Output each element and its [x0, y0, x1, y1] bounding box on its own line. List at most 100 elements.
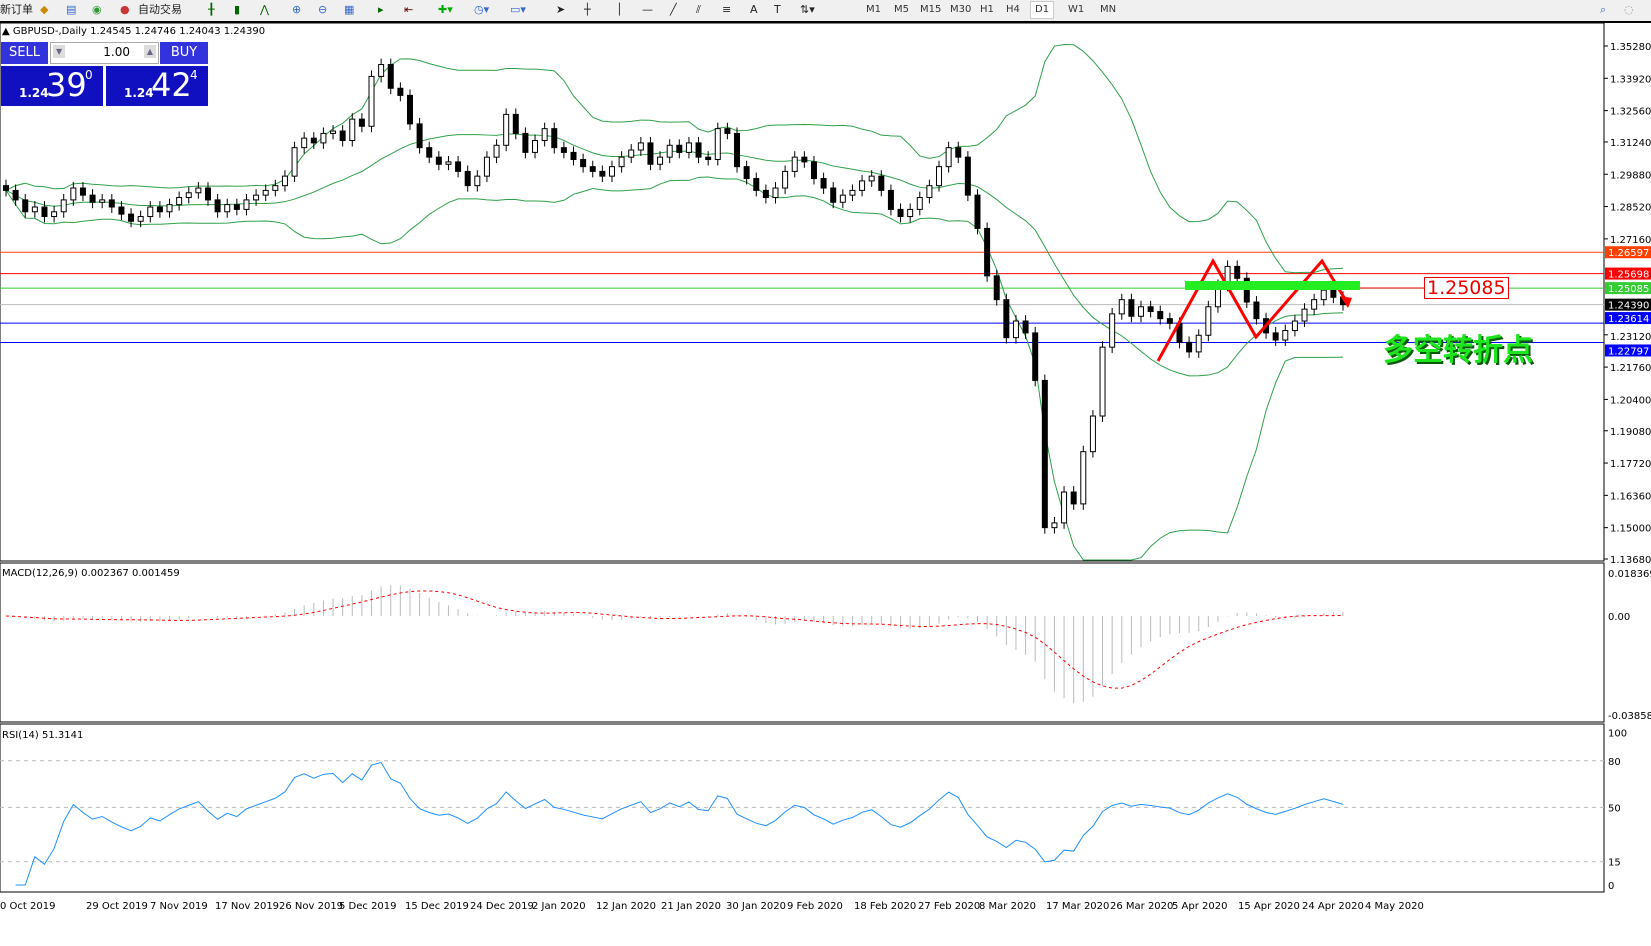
- candle-body: [1003, 299, 1010, 339]
- candle-body: [1330, 289, 1337, 298]
- timeframe-h1[interactable]: H1: [980, 4, 994, 15]
- candle-body: [1070, 491, 1077, 505]
- tile-icon[interactable]: ▦: [344, 3, 355, 16]
- candle-body: [1282, 330, 1289, 341]
- timeframe-m1[interactable]: M1: [866, 4, 881, 15]
- candle-body: [1186, 341, 1193, 353]
- candle-body: [51, 211, 58, 218]
- timeframe-w1[interactable]: W1: [1068, 4, 1085, 15]
- candle-body: [955, 147, 962, 158]
- candle-body: [666, 144, 673, 158]
- candle-body: [70, 187, 77, 201]
- ask-price[interactable]: 1.24 42 4: [106, 66, 208, 106]
- search-icon[interactable]: ⌕: [1600, 3, 1607, 16]
- candle-body: [570, 151, 577, 161]
- candle-body: [1061, 491, 1068, 524]
- date-label: 27 Feb 2020: [918, 901, 980, 912]
- rsi-axis-label: 80: [1608, 757, 1621, 768]
- timeframe-mn[interactable]: MN: [1100, 4, 1117, 15]
- date-label: 17 Mar 2020: [1046, 901, 1109, 912]
- volume-up-icon[interactable]: ▲: [143, 45, 156, 58]
- macd-signal-line: [5, 590, 1344, 689]
- chart-shift-icon[interactable]: ⇤: [404, 3, 414, 16]
- candle-body: [532, 140, 539, 153]
- price-tag: [1605, 267, 1651, 280]
- bar-chart-icon[interactable]: ╂: [208, 3, 215, 16]
- signal-icon[interactable]: ◉: [92, 3, 102, 16]
- timeframe-h4[interactable]: H4: [1006, 4, 1020, 15]
- candle-body: [878, 175, 885, 191]
- candle-body: [734, 132, 741, 168]
- volume-field[interactable]: ▼ 1.00 ▲: [50, 42, 159, 64]
- timeframe-m5[interactable]: M5: [894, 4, 909, 15]
- candle-body: [1157, 311, 1164, 320]
- history-icon[interactable]: ◆: [40, 3, 49, 16]
- candle-body: [897, 208, 904, 218]
- candle-body: [522, 132, 529, 153]
- candle-body: [926, 185, 933, 199]
- turning-point-annotation[interactable]: 多空转折点: [1383, 333, 1533, 368]
- candle-body: [1022, 320, 1029, 334]
- candle-body: [1272, 332, 1279, 341]
- buy-button[interactable]: BUY: [160, 42, 208, 64]
- vline-icon[interactable]: │: [616, 3, 623, 16]
- candle-body: [1301, 308, 1308, 322]
- chart-info: ▲ GBPUSD-,Daily 1.24545 1.24746 1.24043 …: [2, 26, 266, 37]
- candle-body: [1051, 522, 1058, 529]
- candle-body: [483, 156, 490, 177]
- candle-body: [426, 147, 433, 158]
- date-label: 5 Apr 2020: [1172, 901, 1227, 912]
- new-order-button[interactable]: 新订单: [0, 3, 33, 16]
- indicators-icon[interactable]: ✚▾: [438, 3, 453, 16]
- autoscroll-icon[interactable]: ▸: [378, 3, 384, 16]
- candle-body: [1253, 301, 1260, 320]
- cursor-icon[interactable]: ➤: [556, 3, 566, 16]
- level-annotation-label[interactable]: 1.25085: [1424, 277, 1509, 299]
- candle-body: [993, 275, 1000, 301]
- price-tag-label: 1.24390: [1608, 301, 1649, 312]
- bid-price[interactable]: 1.24 39 0: [1, 66, 103, 106]
- candle-body: [608, 166, 615, 177]
- price-label: 1.13680: [1610, 555, 1651, 566]
- crosshair-icon[interactable]: ┼: [584, 3, 591, 16]
- hline-icon[interactable]: —: [642, 3, 653, 16]
- trendline-icon[interactable]: ╱: [670, 3, 677, 16]
- auto-trading-button[interactable]: 自动交易: [138, 3, 182, 16]
- templates-icon[interactable]: ▭▾: [510, 3, 526, 16]
- candle-body: [541, 128, 548, 142]
- candle-body: [41, 206, 48, 218]
- price-tag-label: 1.25085: [1608, 284, 1649, 295]
- volume-down-icon[interactable]: ▼: [53, 45, 66, 58]
- text-icon[interactable]: A: [750, 3, 758, 16]
- volume-value[interactable]: 1.00: [103, 45, 130, 59]
- candle-body: [233, 204, 240, 210]
- candle-body: [685, 142, 692, 153]
- line-chart-icon[interactable]: ⋀: [260, 3, 270, 16]
- candle-body: [1080, 451, 1087, 505]
- candle-chart-icon[interactable]: ▮: [234, 3, 241, 16]
- candle-body: [830, 187, 837, 203]
- zoom-in-icon[interactable]: ⊕: [292, 3, 302, 16]
- channel-icon[interactable]: ⫽: [696, 3, 701, 16]
- bollinger-band-m: [5, 133, 1344, 377]
- zoom-out-icon[interactable]: ⊖: [318, 3, 328, 16]
- rsi-label: RSI(14) 51.3141: [2, 730, 83, 741]
- timeframe-m30[interactable]: M30: [950, 4, 972, 15]
- candle-body: [724, 128, 731, 134]
- fibo-icon[interactable]: ≡: [722, 3, 732, 16]
- price-label: 1.21760: [1610, 363, 1651, 374]
- label-icon[interactable]: T: [774, 3, 781, 16]
- auto-trading-icon[interactable]: ●: [120, 3, 130, 16]
- candle-body: [916, 197, 923, 210]
- candle-body: [464, 170, 471, 187]
- market-watch-icon[interactable]: ▤: [66, 3, 77, 16]
- arrows-icon[interactable]: ⇅▾: [800, 3, 815, 16]
- candle-body: [12, 189, 19, 201]
- timeframe-d1[interactable]: D1: [1030, 1, 1055, 19]
- period-icon[interactable]: ◷▾: [474, 3, 490, 16]
- community-icon[interactable]: ◌: [1624, 3, 1634, 16]
- timeframe-m15[interactable]: M15: [920, 4, 942, 15]
- sell-button[interactable]: SELL: [1, 42, 48, 64]
- candle-body: [714, 128, 721, 161]
